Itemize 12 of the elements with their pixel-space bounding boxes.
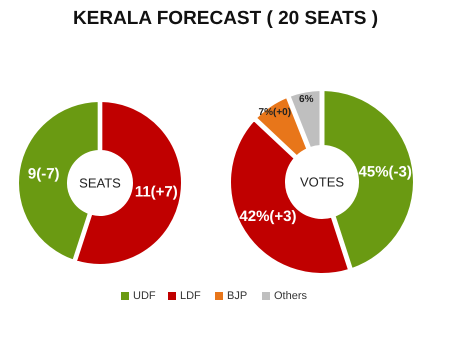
legend-label: UDF xyxy=(133,290,156,302)
text: VOTES xyxy=(300,174,344,190)
legend-label: Others xyxy=(274,290,308,302)
text: SEATS xyxy=(79,176,122,190)
data-label: 42%(+3) xyxy=(239,208,297,225)
legend-label: LDF xyxy=(180,290,202,302)
data-label: 11(+7) xyxy=(134,183,178,200)
legend-label: BJP xyxy=(227,290,248,302)
text: KERALA FORECAST ( 20 SEATS ) xyxy=(72,8,378,29)
data-label: 45%(-3) xyxy=(358,163,412,180)
data-label: 9(-7) xyxy=(28,166,60,183)
data-label: 6% xyxy=(299,94,314,105)
